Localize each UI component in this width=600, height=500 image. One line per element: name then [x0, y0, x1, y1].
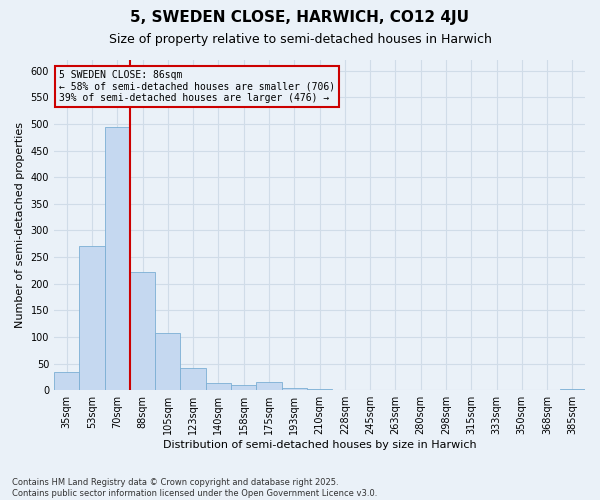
- Text: Size of property relative to semi-detached houses in Harwich: Size of property relative to semi-detach…: [109, 32, 491, 46]
- Bar: [256, 382, 281, 390]
- Bar: [155, 332, 181, 390]
- Bar: [560, 389, 585, 390]
- Text: 5, SWEDEN CLOSE, HARWICH, CO12 4JU: 5, SWEDEN CLOSE, HARWICH, CO12 4JU: [131, 10, 470, 25]
- Y-axis label: Number of semi-detached properties: Number of semi-detached properties: [15, 122, 25, 328]
- Bar: [206, 384, 231, 390]
- Bar: [130, 272, 155, 390]
- Bar: [307, 389, 332, 390]
- Text: 5 SWEDEN CLOSE: 86sqm
← 58% of semi-detached houses are smaller (706)
39% of sem: 5 SWEDEN CLOSE: 86sqm ← 58% of semi-deta…: [59, 70, 335, 103]
- Bar: [181, 368, 206, 390]
- X-axis label: Distribution of semi-detached houses by size in Harwich: Distribution of semi-detached houses by …: [163, 440, 476, 450]
- Bar: [104, 126, 130, 390]
- Bar: [79, 246, 104, 390]
- Text: Contains HM Land Registry data © Crown copyright and database right 2025.
Contai: Contains HM Land Registry data © Crown c…: [12, 478, 377, 498]
- Bar: [231, 385, 256, 390]
- Bar: [281, 388, 307, 390]
- Bar: [54, 372, 79, 390]
